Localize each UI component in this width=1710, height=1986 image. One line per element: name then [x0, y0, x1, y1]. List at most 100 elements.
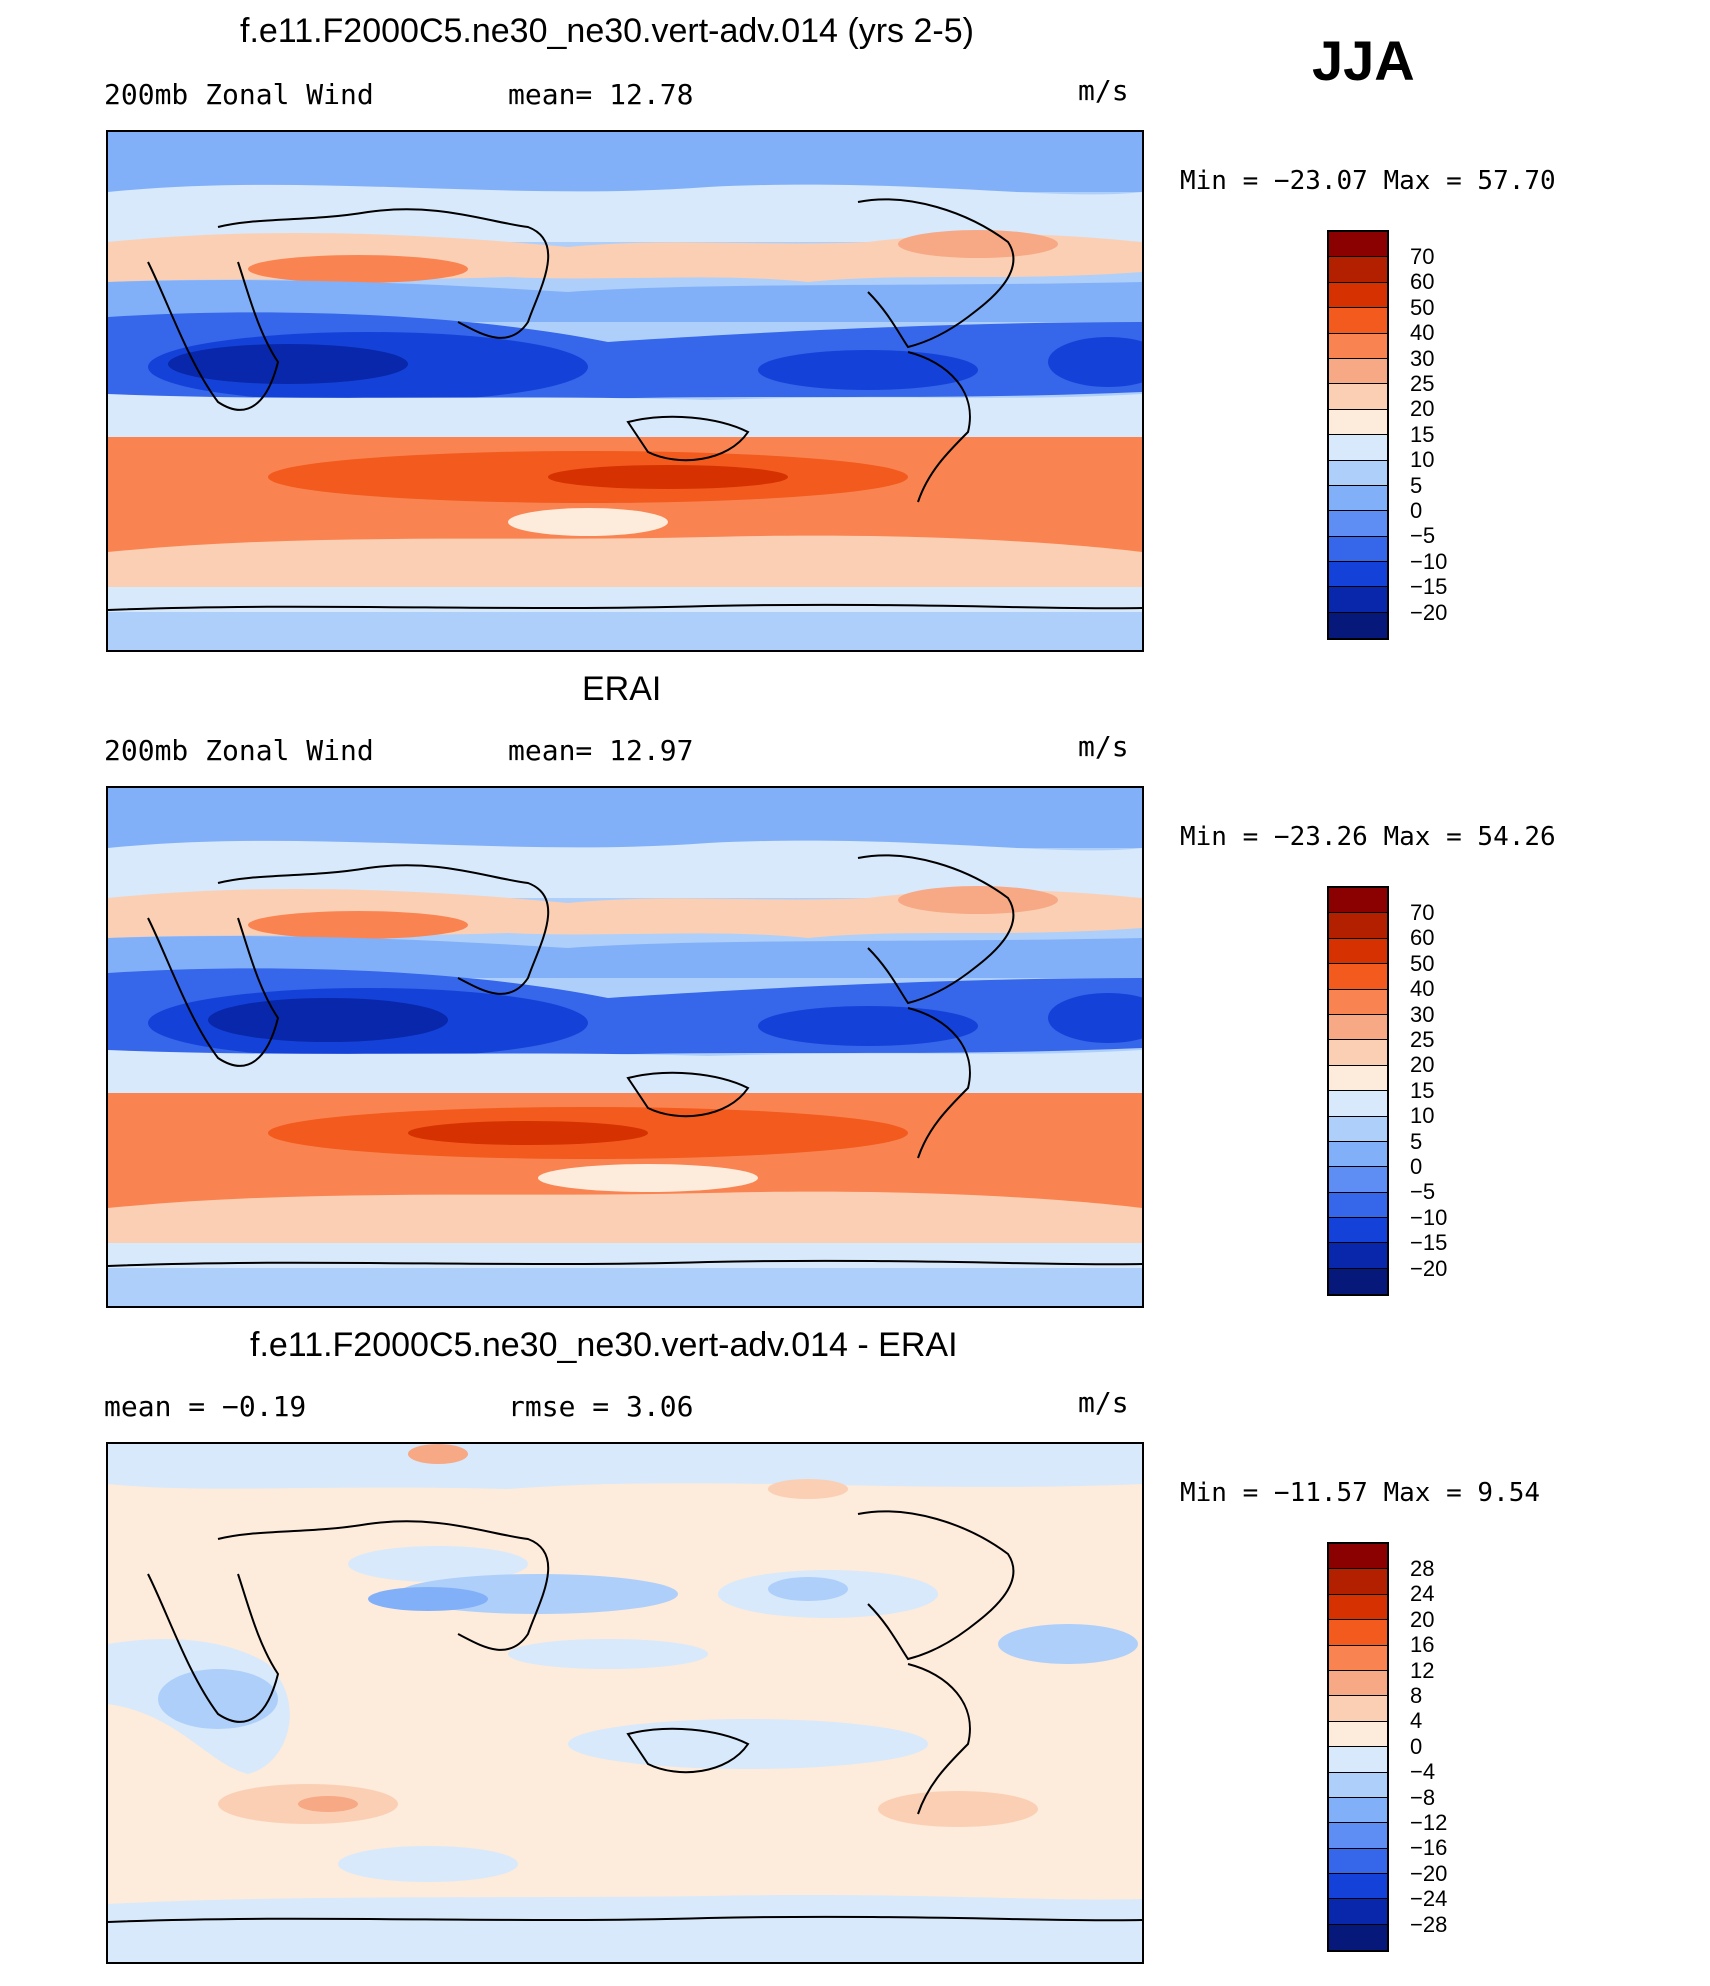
colorbar-tick-label: 0 — [1410, 1154, 1423, 1179]
colorbar-segment — [1329, 460, 1387, 486]
panel-1-map — [106, 130, 1144, 652]
colorbar-tick-label: 20 — [1410, 396, 1435, 422]
colorbar-tick-label: −16 — [1410, 1835, 1448, 1861]
colorbar-tick-label: 25 — [1410, 371, 1435, 396]
panel-2-colorbar — [1327, 886, 1389, 1297]
colorbar-segment — [1329, 587, 1387, 613]
colorbar-tick-label: 28 — [1410, 1556, 1435, 1581]
colorbar-tick-label: 25 — [1410, 1027, 1435, 1052]
colorbar-segment — [1329, 1065, 1387, 1092]
colorbar-segment — [1329, 1772, 1387, 1798]
colorbar-segment — [1329, 1192, 1387, 1219]
colorbar-tick-label: 20 — [1410, 1606, 1435, 1632]
colorbar-tick-label: 50 — [1410, 950, 1435, 976]
colorbar-tick-label: −24 — [1410, 1886, 1448, 1912]
colorbar-segment — [1329, 888, 1387, 914]
panel-3-rmse-label: rmse = 3.06 — [508, 1390, 694, 1423]
colorbar-tick-label: 0 — [1410, 1733, 1423, 1759]
colorbar-segment — [1329, 1141, 1387, 1168]
colorbar-tick-label: 4 — [1410, 1708, 1423, 1734]
colorbar-segment — [1329, 257, 1387, 283]
colorbar-segment — [1329, 409, 1387, 436]
colorbar-segment — [1329, 1167, 1387, 1193]
panel-1-title: f.e11.F2000C5.ne30_ne30.vert-adv.014 (yr… — [240, 12, 974, 50]
colorbar-segment — [1329, 358, 1387, 385]
colorbar-segment — [1329, 282, 1387, 309]
colorbar-segment — [1329, 1268, 1387, 1295]
colorbar-tick-label: −28 — [1410, 1911, 1448, 1937]
colorbar-segment — [1329, 435, 1387, 461]
colorbar-segment — [1329, 1243, 1387, 1269]
colorbar-tick-label: −8 — [1410, 1784, 1436, 1810]
colorbar-segment — [1329, 1924, 1387, 1951]
colorbar-tick-label: −20 — [1410, 599, 1448, 625]
colorbar-tick-label: 70 — [1410, 900, 1435, 925]
colorbar-tick-label: 24 — [1410, 1581, 1435, 1607]
colorbar-segment — [1329, 384, 1387, 410]
panel-2-units: m/s — [1078, 730, 1129, 763]
colorbar-segment — [1329, 913, 1387, 939]
colorbar-segment — [1329, 308, 1387, 334]
colorbar-tick-label: 10 — [1410, 1103, 1435, 1129]
panel-3-contours — [108, 1444, 1142, 1962]
colorbar-tick-label: 20 — [1410, 1052, 1435, 1078]
colorbar-tick-label: −5 — [1410, 1179, 1436, 1205]
colorbar-tick-label: 40 — [1410, 320, 1435, 346]
panel-1-colorbar — [1327, 230, 1389, 641]
colorbar-segment — [1329, 1594, 1387, 1621]
colorbar-segment — [1329, 938, 1387, 965]
panel-2-variable-label: 200mb Zonal Wind — [104, 734, 374, 767]
colorbar-segment — [1329, 1620, 1387, 1646]
colorbar-segment — [1329, 1218, 1387, 1244]
colorbar-segment — [1329, 1040, 1387, 1066]
colorbar-segment — [1329, 1874, 1387, 1900]
colorbar-tick-label: −20 — [1410, 1860, 1448, 1886]
colorbar-segment — [1329, 1670, 1387, 1697]
season-label: JJA — [1312, 29, 1415, 92]
colorbar-tick-label: 60 — [1410, 925, 1435, 951]
colorbar-segment — [1329, 964, 1387, 990]
colorbar-segment — [1329, 511, 1387, 537]
colorbar-tick-label: 60 — [1410, 269, 1435, 295]
colorbar-segment — [1329, 1091, 1387, 1117]
colorbar-tick-label: −5 — [1410, 523, 1436, 549]
colorbar-segment — [1329, 1116, 1387, 1142]
panel-2-coastlines — [108, 854, 1142, 1267]
colorbar-segment — [1329, 1747, 1387, 1773]
colorbar-tick-label: 15 — [1410, 421, 1435, 447]
colorbar-tick-label: 30 — [1410, 345, 1435, 371]
colorbar-tick-label: −15 — [1410, 1230, 1448, 1256]
panel-3-minmax: Min = −11.57 Max = 9.54 — [1180, 1478, 1541, 1508]
panel-3-units: m/s — [1078, 1386, 1129, 1419]
colorbar-tick-label: 16 — [1410, 1632, 1435, 1658]
colorbar-segment — [1329, 1645, 1387, 1671]
colorbar-segment — [1329, 1569, 1387, 1595]
colorbar-tick-label: 70 — [1410, 244, 1435, 269]
colorbar-segment — [1329, 333, 1387, 359]
colorbar-tick-label: 0 — [1410, 498, 1423, 523]
panel-2-mean-label: mean= 12.97 — [508, 734, 694, 767]
colorbar-tick-label: −12 — [1410, 1810, 1448, 1835]
panel-3-mean-label: mean = −0.19 — [104, 1390, 307, 1423]
colorbar-tick-label: 40 — [1410, 976, 1435, 1002]
colorbar-segment — [1329, 232, 1387, 258]
colorbar-tick-label: −15 — [1410, 574, 1448, 600]
colorbar-tick-label: 8 — [1410, 1683, 1423, 1708]
colorbar-segment — [1329, 562, 1387, 588]
colorbar-tick-label: 12 — [1410, 1657, 1435, 1683]
panel-1-contours — [108, 132, 1142, 650]
panel-2-title: ERAI — [582, 670, 662, 708]
colorbar-segment — [1329, 485, 1387, 512]
colorbar-segment — [1329, 1721, 1387, 1748]
colorbar-segment — [1329, 1848, 1387, 1875]
colorbar-segment — [1329, 1696, 1387, 1722]
colorbar-segment — [1329, 1544, 1387, 1570]
colorbar-tick-label: −4 — [1410, 1759, 1436, 1785]
colorbar-segment — [1329, 1014, 1387, 1041]
panel-1-coastlines — [108, 198, 1142, 611]
panel-1-variable-label: 200mb Zonal Wind — [104, 78, 374, 111]
panel-1-units: m/s — [1078, 74, 1129, 107]
panel-3-colorbar — [1327, 1542, 1389, 1953]
colorbar-tick-label: −10 — [1410, 548, 1448, 574]
panel-2-contours — [108, 788, 1142, 1306]
